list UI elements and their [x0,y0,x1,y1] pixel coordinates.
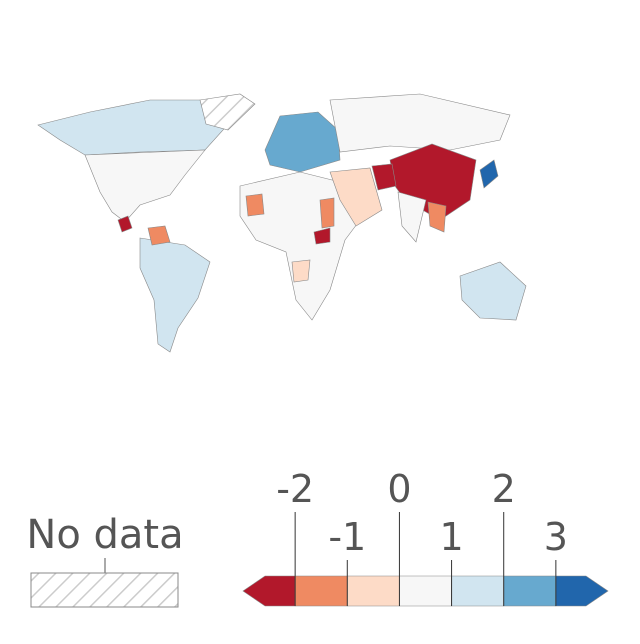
color-bin [503,575,557,607]
region [313,227,331,245]
no-data-legend: No data [26,512,184,608]
region [459,261,527,321]
color-bin [555,575,609,607]
tick-label: 2 [492,467,516,511]
region [427,201,447,233]
color-bin [242,575,296,607]
color-bin [346,575,400,607]
tick-label: -2 [276,467,314,511]
region [139,237,211,353]
region [329,167,383,227]
tick-label: -1 [328,515,366,559]
region [117,215,133,233]
color-bin [399,575,452,607]
world-map [37,93,527,353]
region [479,159,499,189]
no-data-swatch [30,572,179,608]
region [37,99,233,156]
region [371,163,397,191]
color-bin [451,575,505,607]
region [329,93,511,153]
region [245,193,265,217]
region [147,225,171,246]
region [291,259,311,283]
tick-label: 1 [439,515,463,559]
tick-label: 0 [387,467,411,511]
region [84,149,206,223]
color-bin [294,575,348,607]
no-data-label: No data [26,512,183,558]
region [264,111,341,173]
region [319,197,335,229]
tick-label: 3 [544,515,568,559]
region [397,191,427,243]
region [199,93,256,131]
